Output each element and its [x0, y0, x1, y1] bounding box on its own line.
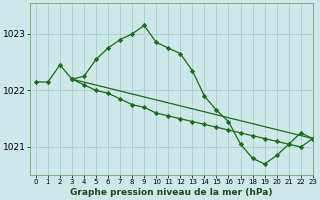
X-axis label: Graphe pression niveau de la mer (hPa): Graphe pression niveau de la mer (hPa): [70, 188, 273, 197]
